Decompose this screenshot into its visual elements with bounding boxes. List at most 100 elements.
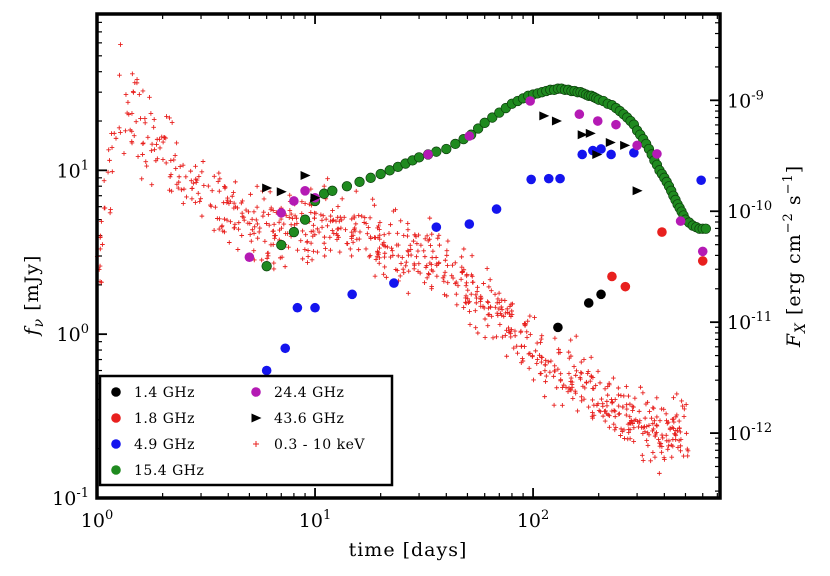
xray-point xyxy=(428,243,433,248)
xray-point xyxy=(507,304,513,309)
xray-point xyxy=(216,226,222,232)
xray-point xyxy=(429,286,434,292)
xray-point xyxy=(600,404,606,409)
xray-point xyxy=(330,208,335,213)
xray-point xyxy=(99,279,104,285)
xray-point xyxy=(474,289,480,294)
xray-point xyxy=(169,188,174,194)
xray-point xyxy=(108,207,113,212)
xray-point xyxy=(640,458,646,463)
xray-point xyxy=(408,247,414,252)
xray-point xyxy=(255,235,260,241)
xray-point xyxy=(415,248,421,254)
legend-label-15-4-ghz: 15.4 GHz xyxy=(134,463,204,479)
xray-point xyxy=(442,269,448,275)
point-43-6-ghz xyxy=(632,186,643,196)
xray-point xyxy=(239,233,245,238)
xray-point xyxy=(193,200,198,205)
xray-point xyxy=(591,402,597,408)
point-24-4-ghz xyxy=(632,140,642,151)
xray-point xyxy=(572,388,578,394)
xray-point xyxy=(444,248,450,254)
xray-point xyxy=(569,384,575,390)
point-43-6-ghz xyxy=(276,187,287,197)
xray-point xyxy=(264,256,270,261)
xray-point xyxy=(470,280,475,285)
xray-point xyxy=(123,92,129,97)
xray-point xyxy=(627,420,632,426)
point-4-9-ghz xyxy=(555,173,565,184)
xray-point xyxy=(571,364,577,369)
xray-point xyxy=(590,397,595,403)
point-4-9-ghz xyxy=(606,149,616,160)
xray-point xyxy=(426,271,431,276)
xray-point xyxy=(363,221,369,226)
xray-point xyxy=(123,128,128,134)
point-24-4-ghz xyxy=(525,96,535,106)
xray-point xyxy=(426,272,432,277)
xray-point xyxy=(618,433,623,438)
xray-point xyxy=(168,158,174,163)
xray-point xyxy=(224,200,230,205)
point-43-6-ghz xyxy=(539,111,550,121)
xray-point xyxy=(526,365,532,371)
xray-point xyxy=(680,403,685,409)
xray-point xyxy=(587,378,593,384)
xray-point xyxy=(475,285,480,290)
xray-point xyxy=(616,411,622,417)
xray-point xyxy=(240,198,245,204)
xray-point xyxy=(328,218,333,224)
xray-point xyxy=(493,304,498,310)
xray-point xyxy=(131,133,137,138)
xray-point xyxy=(636,424,641,430)
xray-point xyxy=(247,221,253,226)
xray-point xyxy=(222,216,227,222)
xray-point xyxy=(487,277,493,282)
xray-point xyxy=(145,135,151,140)
xray-point xyxy=(590,415,595,421)
xray-point xyxy=(579,394,584,400)
point-24-4-ghz xyxy=(592,116,603,126)
xray-point xyxy=(353,221,359,227)
xray-point xyxy=(315,249,320,255)
xray-point xyxy=(610,399,615,405)
xray-point xyxy=(421,248,427,254)
xray-point xyxy=(241,214,247,220)
xray-point xyxy=(349,253,354,259)
xray-point xyxy=(464,273,469,279)
xray-point xyxy=(124,110,130,116)
xray-point xyxy=(616,403,622,409)
xray-point xyxy=(644,424,650,429)
xray-point xyxy=(328,247,333,253)
xray-point xyxy=(685,446,690,452)
xray-point xyxy=(147,94,152,100)
xray-point xyxy=(551,374,556,379)
xray-point xyxy=(492,292,498,297)
legend-marker-43-6-ghz xyxy=(251,413,262,423)
xray-point xyxy=(193,180,199,185)
xray-point xyxy=(302,201,308,206)
radio-series xyxy=(244,83,711,376)
point-4-9-ghz xyxy=(526,174,536,185)
xray-point xyxy=(469,272,474,278)
xray-point xyxy=(504,353,509,359)
xray-point xyxy=(397,273,403,279)
xray-point xyxy=(310,228,316,234)
xray-point xyxy=(259,257,264,263)
xray-point xyxy=(497,322,503,327)
point-15-4-ghz xyxy=(473,123,484,134)
xray-point xyxy=(292,213,298,219)
xray-point xyxy=(188,168,193,174)
xray-point xyxy=(325,176,330,182)
xray-point xyxy=(627,414,633,419)
xray-point xyxy=(143,159,149,165)
xray-point xyxy=(270,242,276,247)
xray-point xyxy=(169,120,175,125)
xray-point xyxy=(105,169,111,175)
xray-point xyxy=(356,247,361,252)
x-tick-label: 102 xyxy=(517,508,549,532)
xray-point xyxy=(411,238,416,244)
xray-point xyxy=(264,221,269,226)
xray-point xyxy=(239,210,245,216)
xray-point xyxy=(224,217,230,223)
